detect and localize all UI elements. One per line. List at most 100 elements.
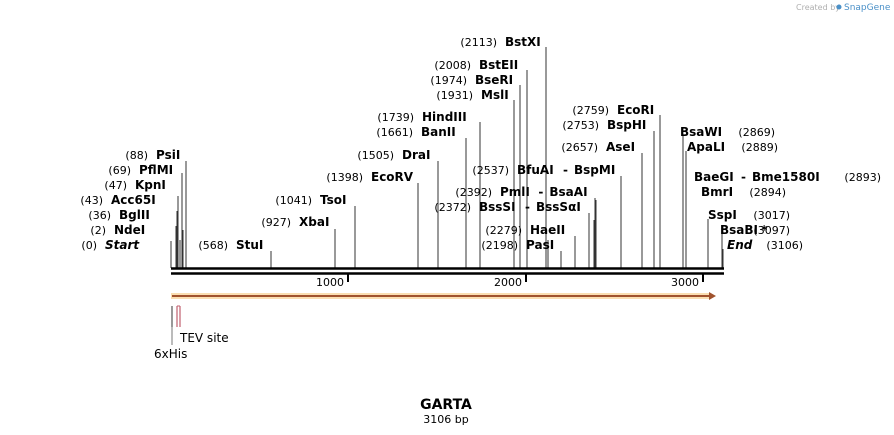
restriction-site-bmri[interactable]: BmrI (2894) xyxy=(701,185,786,199)
site-star: * xyxy=(761,223,768,237)
orf-arrowhead-icon xyxy=(709,292,716,300)
restriction-site-labels: (0) Start(2) NdeI(36) BglII (43) Acc65I(47) Kp… xyxy=(80,35,881,252)
site-name: BglII xyxy=(119,208,150,222)
site-position: (1661) xyxy=(376,126,413,139)
brand-text: SnapGene xyxy=(844,3,891,13)
restriction-site-psii[interactable]: (88) PsiI xyxy=(125,148,180,162)
site-name: SspI xyxy=(708,208,737,222)
site-position: (0) xyxy=(81,239,97,252)
ruler-label-3000: 3000 xyxy=(671,276,699,289)
site-name: PflMI xyxy=(139,163,173,177)
orf-arrow[interactable] xyxy=(171,292,716,300)
site-name: AseI xyxy=(606,140,635,154)
site-name-secondary: Bme1580I xyxy=(752,170,820,184)
site-name: End xyxy=(727,238,753,252)
site-name: BstXI xyxy=(505,35,541,49)
site-position: (3017) xyxy=(753,209,790,222)
restriction-site-stui[interactable]: (568) StuI xyxy=(198,238,263,252)
site-name: PsiI xyxy=(156,148,180,162)
site-name: MslI xyxy=(481,88,509,102)
site-position: (2279) xyxy=(485,224,522,237)
site-position: (2889) xyxy=(741,141,778,154)
site-position: (47) xyxy=(104,179,127,192)
site-name: BseRI xyxy=(475,73,513,87)
tev-site-label: TEV site xyxy=(179,331,229,345)
restriction-site-drai[interactable]: (1505) DraI xyxy=(357,148,430,162)
site-separator: - xyxy=(525,200,530,214)
credit-text: Created by xyxy=(796,3,840,12)
site-position: (2537) xyxy=(472,164,509,177)
restriction-site-bsteii[interactable]: (2008) BstEII xyxy=(434,58,518,72)
site-name: BmrI xyxy=(701,185,733,199)
site-name: PmlI xyxy=(500,185,530,199)
site-position: (2392) xyxy=(455,186,492,199)
feature-6xhis[interactable]: 6xHis xyxy=(154,306,187,361)
snapgene-credit: Created by SnapGene xyxy=(796,3,891,13)
restriction-site-acc65i[interactable]: (43) Acc65I xyxy=(80,193,155,207)
restriction-site-bsawi[interactable]: BsaWI (2869) xyxy=(680,125,775,139)
site-name: PasI xyxy=(526,238,554,252)
site-position: (2372) xyxy=(434,201,471,214)
restriction-site-banii[interactable]: (1661) BanII xyxy=(376,125,455,139)
restriction-site-hindiii[interactable]: (1739) HindIII xyxy=(377,110,466,124)
site-position: (43) xyxy=(80,194,103,207)
site-name: HaeII xyxy=(530,223,565,237)
site-name: BaeGI xyxy=(694,170,734,184)
site-name: Start xyxy=(105,238,140,252)
ruler-label-2000: 2000 xyxy=(494,276,522,289)
restriction-site-asei[interactable]: (2657) AseI xyxy=(561,140,635,154)
site-position: (3097) xyxy=(753,224,790,237)
restriction-site-bfuai[interactable]: (2537) BfuAI - BspMI xyxy=(472,163,615,177)
site-name-secondary: BssSαI xyxy=(536,200,581,214)
site-position: (2657) xyxy=(561,141,598,154)
restriction-site-bglii[interactable]: (36) BglII xyxy=(88,208,149,222)
restriction-site-msli[interactable]: (1931) MslI xyxy=(436,88,508,102)
site-name-secondary: BspMI xyxy=(574,163,615,177)
restriction-site-kpni[interactable]: (47) KpnI xyxy=(104,178,166,192)
map-title: GARTA xyxy=(420,397,472,413)
site-name: KpnI xyxy=(135,178,166,192)
restriction-site-pasi[interactable]: (2198) PasI xyxy=(481,238,554,252)
restriction-site-ecori[interactable]: (2759) EcoRI xyxy=(572,103,654,117)
site-name: NdeI xyxy=(114,223,145,237)
dna-backbone: 1000 2000 3000 xyxy=(171,267,724,289)
site-separator: - xyxy=(563,163,568,177)
feature-tev-site[interactable]: TEV site xyxy=(176,305,229,345)
restriction-site-bstxi[interactable]: (2113) BstXI xyxy=(460,35,540,49)
site-leader-lines xyxy=(170,47,724,268)
restriction-site-start[interactable]: (0) Start xyxy=(81,238,140,252)
site-name: ApaLI xyxy=(687,140,725,154)
snapgene-logo-icon xyxy=(836,4,842,10)
restriction-site-end[interactable]: End (3106) xyxy=(727,238,803,252)
restriction-site-bsphi[interactable]: (2753) BspHI xyxy=(562,118,646,132)
restriction-site-tsoi[interactable]: (1041) TsoI xyxy=(275,193,346,207)
site-position: (1505) xyxy=(357,149,394,162)
site-name: DraI xyxy=(402,148,430,162)
restriction-site-sspi[interactable]: SspI (3017) xyxy=(708,208,790,222)
site-position: (3106) xyxy=(766,239,803,252)
site-name: TsoI xyxy=(320,193,346,207)
restriction-site-bseri[interactable]: (1974) BseRI xyxy=(430,73,513,87)
site-separator: - xyxy=(741,170,746,184)
restriction-site-ndei[interactable]: (2) NdeI xyxy=(90,223,145,237)
restriction-site-apali[interactable]: ApaLI (2889) xyxy=(687,140,778,154)
site-name: EcoRV xyxy=(371,170,414,184)
restriction-site-xbai[interactable]: (927) XbaI xyxy=(261,215,329,229)
restriction-site-ecorv[interactable]: (1398) EcoRV xyxy=(326,170,413,184)
site-position: (1398) xyxy=(326,171,363,184)
site-name: BanII xyxy=(421,125,456,139)
6xhis-label: 6xHis xyxy=(154,347,187,361)
site-position: (2753) xyxy=(562,119,599,132)
restriction-site-pmli[interactable]: (2392) PmlI - BsaAI xyxy=(455,185,587,199)
site-name: XbaI xyxy=(299,215,329,229)
restriction-site-bsabi[interactable]: BsaBI *(3097) xyxy=(720,223,790,237)
site-position: (568) xyxy=(198,239,228,252)
restriction-site-haeii[interactable]: (2279) HaeII xyxy=(485,223,565,237)
site-position: (2198) xyxy=(481,239,518,252)
site-name: BsaBI xyxy=(720,223,758,237)
restriction-site-bsssi[interactable]: (2372) BssSI - BssSαI xyxy=(434,200,580,214)
restriction-site-baegi[interactable]: BaeGI - Bme1580I (2893) xyxy=(694,170,881,184)
restriction-site-pflmi[interactable]: (69) PflMI xyxy=(108,163,173,177)
site-position: (1974) xyxy=(430,74,467,87)
